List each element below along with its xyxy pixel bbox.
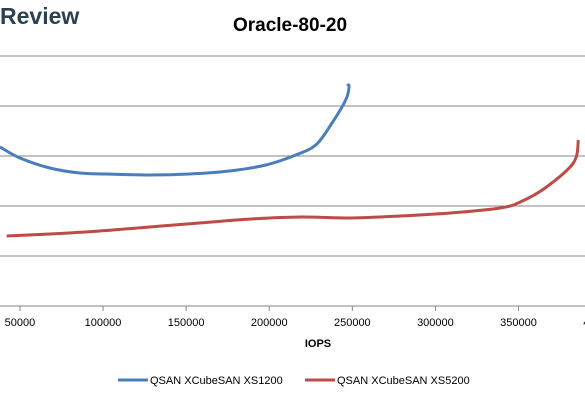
- x-tick-label: 50000: [5, 317, 36, 329]
- x-tick-label: 300000: [417, 317, 454, 329]
- x-tick-label: 150000: [168, 317, 205, 329]
- legend-label: QSAN XCubeSAN XS5200: [337, 375, 470, 387]
- series-line: [6, 139, 580, 238]
- legend-label: QSAN XCubeSAN XS1200: [150, 375, 283, 387]
- series-line: [0, 82, 351, 177]
- x-axis-label: IOPS: [305, 338, 331, 350]
- logo-text: Review: [0, 3, 79, 29]
- x-tick-label: 200000: [251, 317, 288, 329]
- x-tick-label: 400000: [583, 317, 585, 329]
- chart-title: Oracle-80-20: [233, 15, 347, 36]
- x-tick-label: 250000: [334, 317, 371, 329]
- x-tick-label: 100000: [85, 317, 122, 329]
- x-tick-label: 350000: [500, 317, 537, 329]
